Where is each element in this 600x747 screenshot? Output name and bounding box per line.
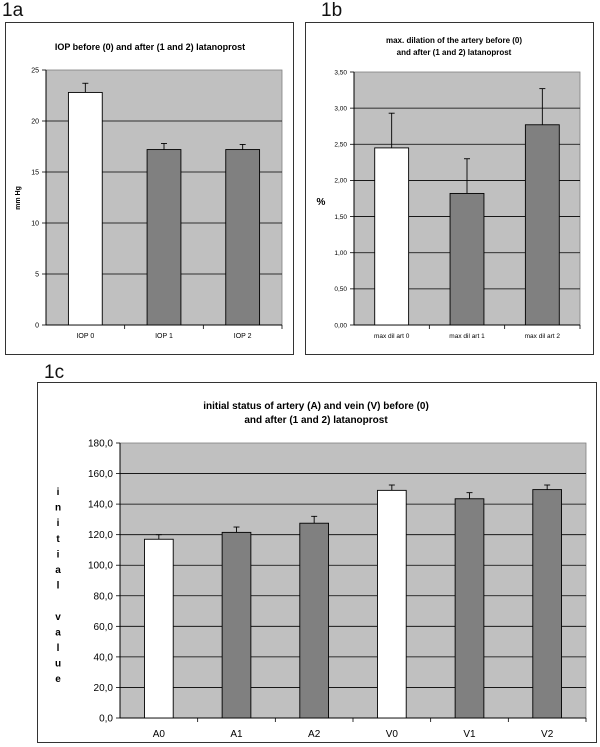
y-tick-label: 160,0: [88, 469, 113, 480]
y-tick-label: 5: [35, 271, 39, 278]
y-tick-label: 100,0: [88, 561, 113, 572]
panel-label-1b: 1b: [321, 0, 343, 21]
chart-frame-initial-status: initial status of artery (A) and vein (V…: [37, 382, 597, 743]
y-axis-label: e: [55, 674, 61, 685]
y-axis-label: l: [57, 643, 60, 654]
x-tick-label: max dil art 1: [449, 333, 485, 340]
y-axis-label: u: [55, 659, 61, 670]
x-tick-label: IOP 2: [234, 333, 252, 340]
bar: [299, 522, 329, 719]
y-tick-label: 3,00: [334, 105, 347, 112]
y-tick-label: 0,0: [99, 714, 113, 725]
bar: [144, 538, 174, 719]
panel-label-1a: 1a: [2, 0, 24, 21]
y-axis-label: v: [55, 612, 61, 623]
bar: [374, 147, 410, 326]
y-tick-label: 3,50: [334, 69, 347, 76]
chart-title: max. dilation of the artery before (0): [386, 36, 522, 45]
bar: [67, 91, 103, 326]
y-tick-label: 80,0: [94, 591, 114, 602]
y-axis-label: n: [55, 503, 61, 514]
y-axis-label: t: [56, 534, 60, 545]
bar: [146, 149, 182, 326]
bar: [377, 489, 407, 719]
y-tick-label: 10: [31, 220, 39, 227]
y-axis-label: %: [317, 197, 326, 208]
y-tick-label: 0,00: [334, 322, 347, 329]
y-tick-label: 20,0: [94, 683, 114, 694]
x-tick-label: V1: [463, 729, 476, 740]
y-tick-label: 60,0: [94, 622, 114, 633]
chart-title: IOP before (0) and after (1 and 2) latan…: [55, 42, 245, 52]
y-tick-label: 1,00: [334, 250, 347, 257]
y-tick-label: 2,00: [334, 178, 347, 185]
x-tick-label: V0: [386, 729, 399, 740]
y-axis-label: a: [55, 627, 61, 638]
y-axis-label: i: [57, 518, 60, 529]
bar: [449, 192, 485, 326]
y-tick-label: 1,50: [334, 214, 347, 221]
x-tick-label: A0: [153, 729, 166, 740]
plot-area: [119, 442, 587, 719]
bar: [225, 149, 261, 326]
y-tick-label: 120,0: [88, 530, 113, 541]
y-axis-label: i: [57, 549, 60, 560]
chart-dilation: max. dilation of the artery before (0) an…: [317, 36, 581, 340]
panel-label-1c: 1c: [44, 362, 65, 383]
x-tick-label: max dil art 0: [374, 333, 410, 340]
y-tick-label: 40,0: [94, 652, 114, 663]
chart-title: and after (1 and 2) latanoprost: [244, 415, 388, 426]
y-tick-label: 180,0: [88, 439, 113, 450]
bar: [454, 498, 485, 719]
x-tick-label: A2: [308, 729, 321, 740]
bar: [221, 531, 252, 719]
y-axis-label: mm Hg: [15, 186, 22, 210]
y-tick-label: 140,0: [88, 500, 113, 511]
x-tick-label: max dil art 2: [525, 333, 561, 340]
y-tick-label: 0,50: [334, 286, 347, 293]
y-tick-label: 0: [35, 322, 39, 329]
chart-frame-dilation: max. dilation of the artery before (0) an…: [305, 22, 594, 355]
chart-initial-status: initial status of artery (A) and vein (V…: [55, 401, 587, 740]
y-axis-label: a: [55, 565, 61, 576]
y-tick-label: 2,50: [334, 142, 347, 149]
x-tick-label: IOP 1: [155, 333, 173, 340]
chart-iop: IOP before (0) and after (1 and 2) latan…: [15, 42, 283, 340]
x-tick-label: IOP 0: [76, 333, 94, 340]
chart-title: initial status of artery (A) and vein (V…: [203, 401, 429, 412]
y-tick-label: 15: [31, 169, 39, 176]
y-axis-label: l: [57, 581, 60, 592]
y-axis-label: i: [57, 487, 60, 498]
y-tick-label: 20: [31, 118, 39, 125]
bar: [532, 489, 562, 719]
x-tick-label: A1: [230, 729, 243, 740]
y-tick-label: 25: [31, 67, 39, 74]
chart-frame-iop: IOP before (0) and after (1 and 2) latan…: [5, 22, 294, 355]
x-tick-label: V2: [541, 729, 554, 740]
chart-title: and after (1 and 2) latanoprost: [397, 48, 512, 57]
bar: [524, 124, 560, 326]
